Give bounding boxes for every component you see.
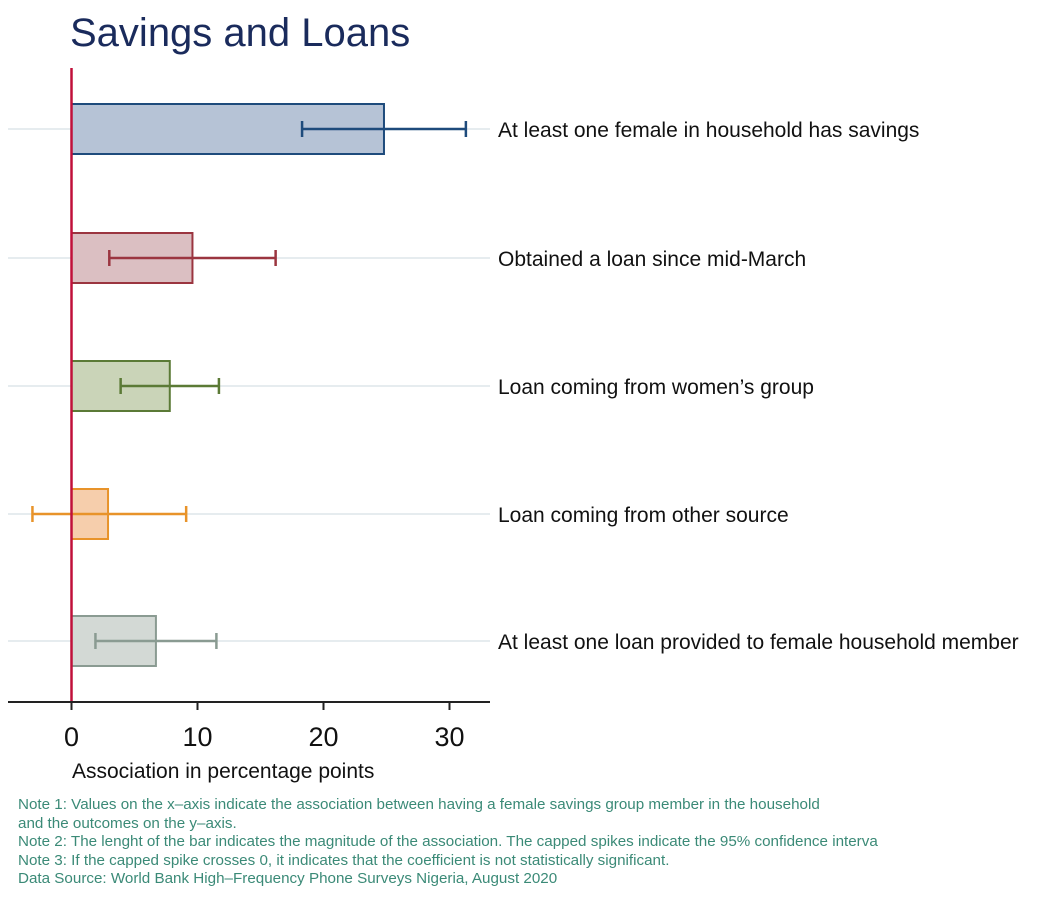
x-axis-title: Association in percentage points <box>72 760 374 783</box>
category-labels: At least one female in household has sav… <box>498 119 1019 654</box>
x-tick-label: 10 <box>182 722 212 752</box>
x-tick-label: 20 <box>308 722 338 752</box>
note-line: Note 3: If the capped spike crosses 0, i… <box>18 851 670 869</box>
chart-title: Savings and Loans <box>70 11 410 55</box>
data-source: Data Source: World Bank High–Frequency P… <box>18 870 558 887</box>
category-label: At least one female in household has sav… <box>498 119 919 142</box>
category-label: Loan coming from women’s group <box>498 376 814 399</box>
ci-spike <box>94 633 218 649</box>
note-line: Note 2: The lenght of the bar indicates … <box>18 833 878 850</box>
note-line: Note 1: Values on the x–axis indicate th… <box>18 796 820 813</box>
x-axis: 0 10 20 30 <box>8 701 490 752</box>
chart: Savings and Loans 0 10 20 30 At least one f… <box>8 11 1019 783</box>
category-label: Loan coming from other source <box>498 504 789 527</box>
category-label: At least one loan provided to female hou… <box>498 631 1019 654</box>
category-label: Obtained a loan since mid-March <box>498 248 806 271</box>
ci-spike <box>108 250 277 266</box>
ci-spike <box>300 121 468 137</box>
x-tick-label: 0 <box>64 722 79 752</box>
confidence-intervals <box>31 121 468 649</box>
ci-spike <box>31 506 188 522</box>
ci-spike <box>119 378 221 394</box>
notes: Note 1: Values on the x–axis indicate th… <box>18 796 1048 889</box>
x-tick-label: 30 <box>434 722 464 752</box>
note-line: and the outcomes on the y–axis. <box>18 814 237 832</box>
